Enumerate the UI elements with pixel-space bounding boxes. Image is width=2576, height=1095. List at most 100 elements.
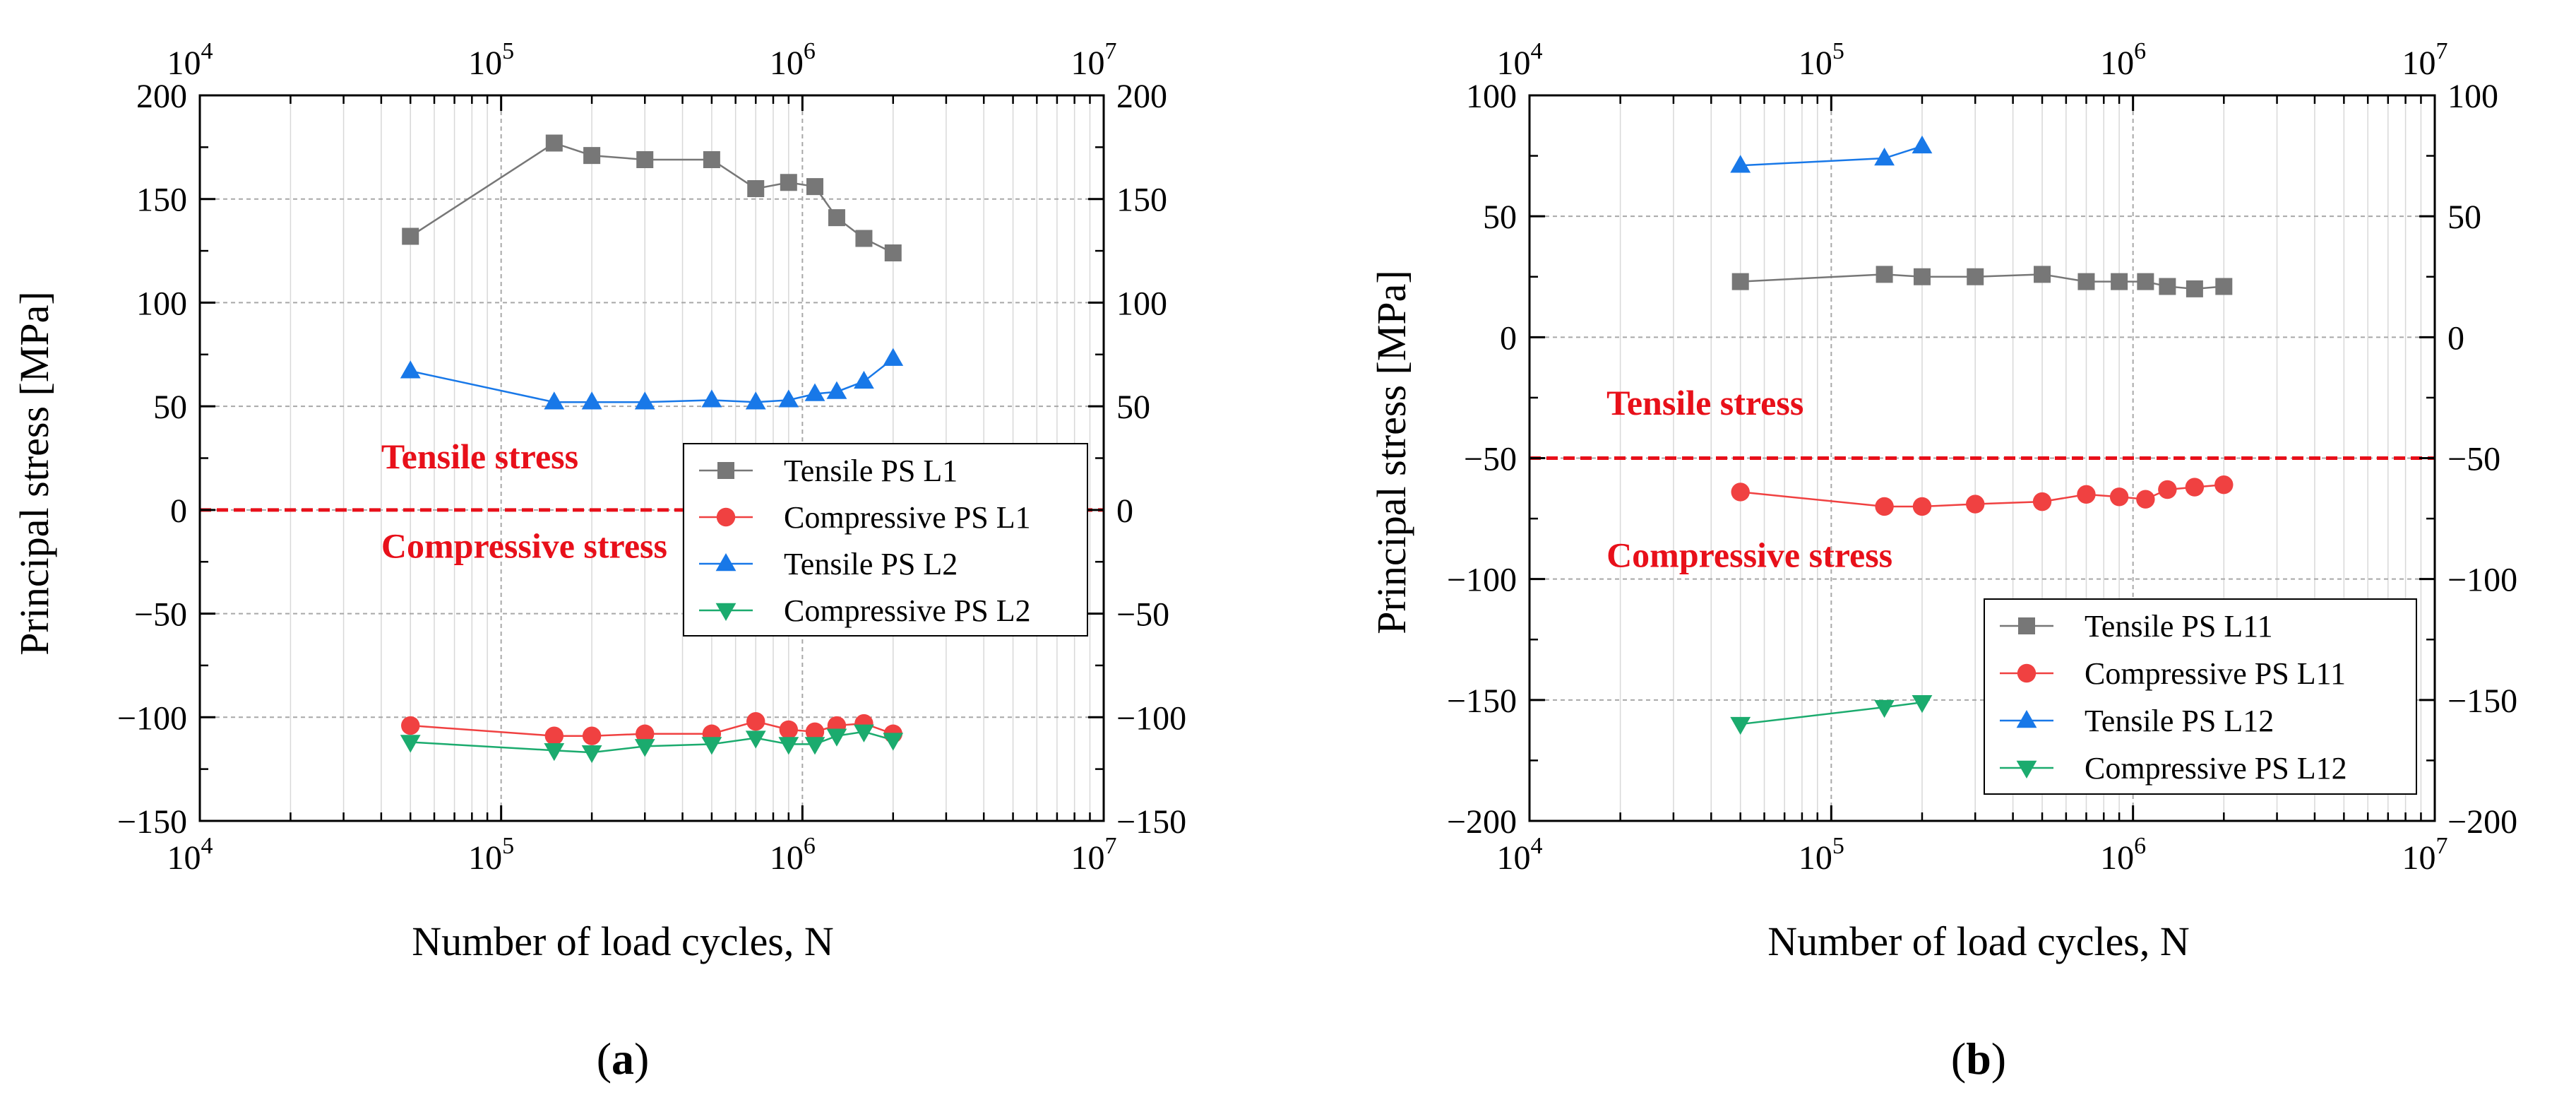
legend-label: Compressive PS L12 [2085,751,2347,786]
x-tick-label-top-b: 104 [1497,38,1543,82]
legend-label: Compressive PS L2 [784,593,1031,628]
data-point [634,739,655,757]
data-point [745,391,766,410]
legend-marker [717,462,734,479]
x-tick-label-bottom-b: 106 [2100,833,2146,877]
x-tick-label-bottom-a: 105 [468,833,514,877]
x-tick-label-base: 10 [468,839,502,877]
x-tick-label-base: 10 [167,839,201,877]
y-tick-label-right-a: −100 [1116,699,1186,737]
y-tick-label-left-a: −150 [117,803,187,841]
data-point [883,348,904,366]
data-point [855,230,873,247]
legend-marker [715,553,737,572]
y-axis-label-a: Principal stress [MPa] [11,291,57,656]
legend-a: Tensile PS L1 Compressive PS L1 Tensile PS… [683,443,1088,637]
series-b-3 [1730,135,1933,173]
ticks-b [1528,94,2436,822]
x-tick-label-bottom-b: 107 [2402,833,2448,877]
data-point [634,391,655,410]
x-tick-label-base: 10 [1799,839,1832,877]
series-b-4 [1730,695,1933,735]
legend-marker [716,507,736,527]
data-point [2137,273,2154,290]
x-tick-label-top-b: 105 [1799,38,1844,82]
legend-entry: Compressive PS L12 [2000,751,2347,786]
x-tick-label-top-a: 104 [167,38,213,82]
y-tick-label-right-a: 100 [1116,285,1167,322]
x-tick-label-bottom-b: 104 [1497,833,1543,877]
data-point [2109,487,2129,507]
data-point [582,726,602,745]
data-point [1912,497,1932,516]
data-point [779,720,799,740]
x-tick-label-exponent: 6 [804,38,816,64]
data-point [1875,497,1894,516]
x-tick-label-bottom-a: 104 [167,833,213,877]
data-point [636,724,655,743]
y-tick-label-left-a: 100 [136,285,187,322]
y-tick-label-left-b: −100 [1447,562,1517,599]
legend-label: Compressive PS L1 [784,500,1031,535]
legend-entry: Compressive PS L11 [2000,656,2346,691]
x-tick-label-exponent: 6 [2134,38,2146,64]
panel-label-b: (b) [1951,1034,2006,1084]
data-point [2158,480,2177,499]
data-point [780,174,797,191]
x-tick-label-bottom-a: 106 [770,833,816,877]
y-tick-label-left-b: 100 [1466,78,1517,115]
data-point [854,724,874,742]
x-tick-label-base: 10 [2402,839,2436,877]
x-axis-label-a: Number of load cycles, N [412,918,834,964]
y-tick-label-left-b: 50 [1483,199,1517,236]
data-point [545,134,563,152]
legend-label: Compressive PS L11 [2085,656,2346,691]
x-tick-label-base: 10 [167,45,201,82]
data-point [2077,485,2096,504]
legend-b: Tensile PS L11 Compressive PS L11 Tensile … [1984,598,2417,795]
legend-entry: Tensile PS L2 [699,547,958,581]
data-point [1912,135,1933,154]
y-tick-label-left-b: −50 [1464,441,1517,478]
annotation-tensile-b: Tensile stress [1606,383,1803,422]
x-tick-label-top-a: 105 [468,38,514,82]
annotation-compressive-b: Compressive stress [1606,535,1892,575]
series-b-1 [1731,266,2233,297]
x-tick-label-base: 10 [1497,45,1531,82]
panel-label-a-open: ( [597,1034,612,1084]
x-tick-label-base: 10 [1071,45,1105,82]
data-point [826,728,847,747]
y-tick-label-right-b: −100 [2447,562,2517,599]
data-point [1876,266,1893,283]
data-point [1966,495,1985,514]
legend-box-a [683,443,1088,637]
legend-marker [715,603,737,621]
data-point [1874,699,1895,718]
data-point [2111,273,2128,290]
data-point [583,147,601,165]
data-point [401,716,420,735]
x-tick-label-top-b: 106 [2100,38,2146,82]
data-point [778,389,799,408]
y-tick-label-left-b: 0 [1500,319,1517,357]
x-tick-label-base: 10 [770,839,804,877]
x-tick-label-base: 10 [1799,45,1832,82]
x-tick-label-base: 10 [468,45,502,82]
data-point [703,150,720,168]
data-point [1913,268,1931,285]
x-tick-label-exponent: 4 [1531,833,1543,859]
series-a-4 [400,724,904,764]
x-tick-label-exponent: 4 [201,833,213,859]
y-tick-label-right-b: 50 [2447,199,2481,236]
legend-label: Tensile PS L11 [2085,609,2273,644]
legend-entry: Tensile PS L11 [2000,609,2273,644]
x-tick-label-exponent: 4 [201,38,213,64]
legend-entry: Compressive PS L1 [699,500,1031,535]
data-point [1731,483,1750,502]
legend-marker [2016,760,2037,779]
data-point [636,150,654,168]
series-b-2 [1731,475,2234,516]
series-layer-a [400,134,904,764]
data-point [400,360,421,379]
